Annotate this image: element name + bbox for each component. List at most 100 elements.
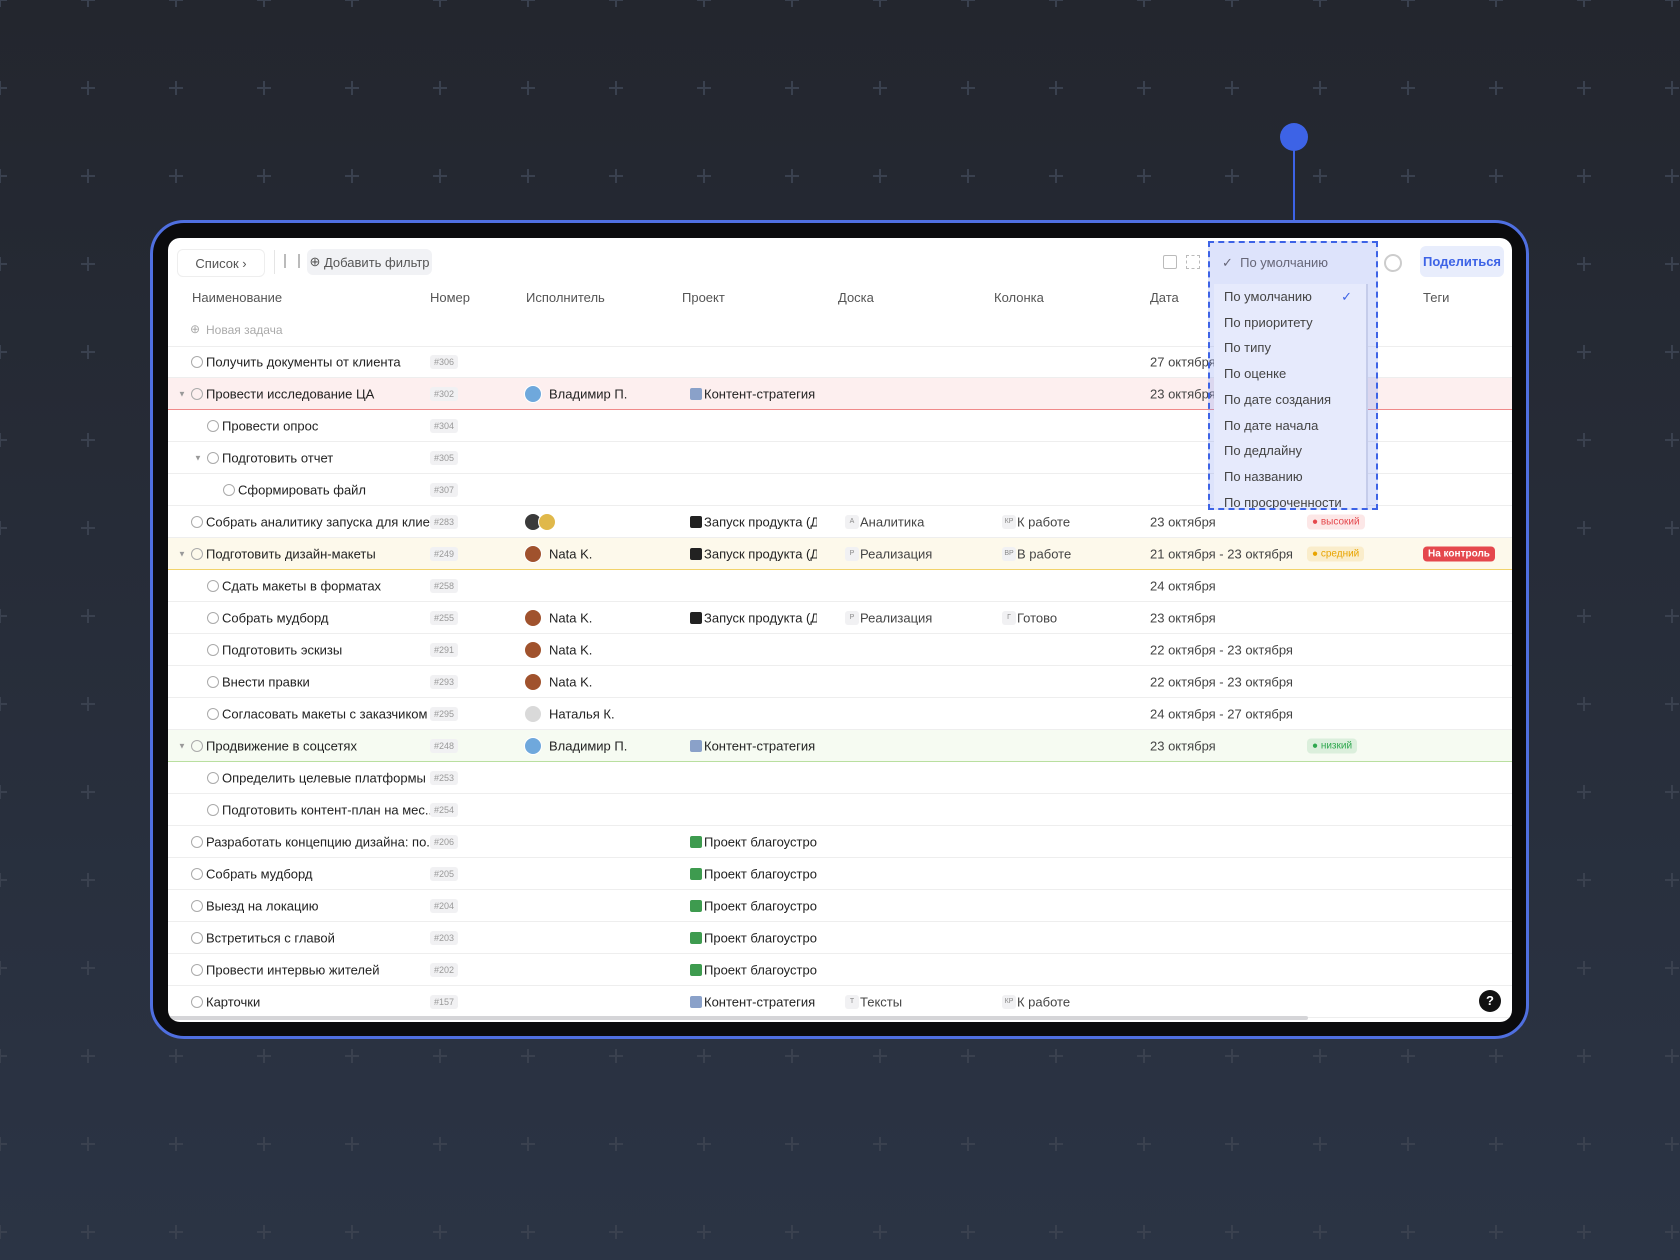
sort-option-label: По типу bbox=[1224, 340, 1271, 356]
project: Запуск продукта (Док bbox=[704, 514, 817, 529]
date: 22 октября - 23 октября bbox=[1150, 674, 1293, 689]
column-badge: ВР bbox=[1002, 546, 1016, 561]
task-row[interactable]: Провести опрос #304 bbox=[168, 410, 1512, 442]
task-row[interactable]: Выезд на локацию #204 Проект благоустройс bbox=[168, 890, 1512, 922]
save-icon[interactable] bbox=[1163, 255, 1177, 269]
sort-option[interactable]: По просроченности bbox=[1224, 495, 1360, 508]
status-circle[interactable] bbox=[191, 867, 203, 880]
task-name: Определить целевые платформы bbox=[222, 770, 426, 785]
expand-icon[interactable] bbox=[1186, 255, 1200, 269]
task-name: Собрать мудборд bbox=[206, 866, 313, 881]
status-circle[interactable] bbox=[191, 515, 203, 528]
project: Запуск продукта (Док bbox=[704, 546, 817, 561]
status-circle[interactable] bbox=[191, 899, 203, 912]
avatar bbox=[538, 512, 556, 531]
sort-field[interactable]: ✓ По умолчанию bbox=[1222, 255, 1329, 270]
sort-option[interactable]: По дате начала bbox=[1224, 418, 1360, 433]
status-circle[interactable] bbox=[191, 547, 203, 560]
task-number: #293 bbox=[430, 674, 459, 689]
task-row[interactable]: Собрать аналитику запуска для клие... #28… bbox=[168, 506, 1512, 538]
column-header: Наименование bbox=[192, 290, 283, 305]
sort-option[interactable]: По оценке bbox=[1224, 366, 1360, 381]
status-circle[interactable] bbox=[207, 451, 219, 464]
task-number: #305 bbox=[430, 450, 459, 465]
sort-option-label: По дате создания bbox=[1224, 391, 1332, 407]
status-circle[interactable] bbox=[191, 931, 203, 944]
task-number: #203 bbox=[430, 930, 459, 945]
status-circle[interactable] bbox=[207, 707, 219, 720]
expand-arrow[interactable]: ▼ bbox=[194, 453, 202, 462]
task-row[interactable]: Разработать концепцию дизайна: по... #206… bbox=[168, 826, 1512, 858]
board-badge: Т bbox=[845, 994, 859, 1009]
expand-arrow[interactable]: ▼ bbox=[178, 549, 186, 558]
status-circle[interactable] bbox=[191, 963, 203, 976]
settings-icon[interactable] bbox=[284, 254, 300, 268]
task-number: #283 bbox=[430, 514, 459, 529]
status-circle[interactable] bbox=[191, 995, 203, 1008]
status-circle[interactable] bbox=[207, 643, 219, 656]
task-number: #202 bbox=[430, 962, 459, 977]
avatar bbox=[524, 640, 542, 659]
status-circle[interactable] bbox=[191, 835, 203, 848]
expand-arrow[interactable]: ▼ bbox=[178, 389, 186, 398]
task-row[interactable]: Провести интервью жителей #202 Проект благ… bbox=[168, 954, 1512, 986]
task-row[interactable]: ▼ Продвижение в соцсетях #248 Владимир П. Ко… bbox=[168, 730, 1512, 762]
task-row[interactable]: Определить целевые платформы #253 bbox=[168, 762, 1512, 794]
task-row[interactable]: Сдать макеты в форматах #258 24 октября bbox=[168, 570, 1512, 602]
status-circle[interactable] bbox=[207, 579, 219, 592]
task-number: #306 bbox=[430, 354, 459, 369]
task-row[interactable]: Встретиться с главой #203 Проект благоустр… bbox=[168, 922, 1512, 954]
project: Проект благоустройс bbox=[704, 962, 817, 977]
scrollbar bbox=[168, 1016, 1308, 1020]
status-circle[interactable] bbox=[191, 387, 203, 400]
status-circle[interactable] bbox=[207, 675, 219, 688]
status-circle[interactable] bbox=[207, 803, 219, 816]
status-circle[interactable] bbox=[207, 771, 219, 784]
status-circle[interactable] bbox=[223, 483, 235, 496]
new-task-row[interactable]: ⊕ Новая задача bbox=[168, 314, 1512, 347]
status-circle[interactable] bbox=[207, 611, 219, 624]
column-badge: КР bbox=[1002, 514, 1016, 529]
sort-option[interactable]: По названию bbox=[1224, 469, 1360, 484]
task-row[interactable]: Сформировать файл #307 bbox=[168, 474, 1512, 506]
project: Проект благоустройс bbox=[704, 898, 817, 913]
column-header: Доска bbox=[838, 290, 874, 305]
sort-option[interactable]: По дедлайну bbox=[1224, 443, 1360, 458]
task-row[interactable]: Получить документы от клиента #306 27 октя… bbox=[168, 346, 1512, 378]
expand-arrow[interactable]: ▼ bbox=[178, 741, 186, 750]
date: 23 октября bbox=[1150, 610, 1216, 625]
sort-option[interactable]: По дате создания bbox=[1224, 392, 1360, 407]
add-filter-button[interactable]: ⊕ Добавить фильтр bbox=[307, 249, 432, 275]
task-row[interactable]: Подготовить эскизы #291 Nata K. 22 октября … bbox=[168, 634, 1512, 666]
sort-option[interactable]: По приоритету bbox=[1224, 315, 1360, 330]
avatar bbox=[524, 736, 542, 755]
status-circle[interactable] bbox=[191, 355, 203, 368]
task-row[interactable]: ▼ Подготовить дизайн-макеты #249 Nata K. Зап… bbox=[168, 538, 1512, 570]
task-name: Сдать макеты в форматах bbox=[222, 578, 382, 593]
task-name: Собрать мудборд bbox=[222, 610, 329, 625]
task-row[interactable]: Внести правки #293 Nata K. 22 октября - 23 … bbox=[168, 666, 1512, 698]
task-row[interactable]: ▼ Подготовить отчет #305 bbox=[168, 442, 1512, 474]
project-icon bbox=[690, 515, 702, 528]
task-row[interactable]: Согласовать макеты с заказчиком #295 Натал… bbox=[168, 698, 1512, 730]
gear-icon[interactable] bbox=[1384, 254, 1402, 272]
status-circle[interactable] bbox=[207, 419, 219, 432]
share-button[interactable]: Поделиться bbox=[1420, 246, 1504, 277]
board: Реализация bbox=[860, 546, 933, 561]
date: 23 октября bbox=[1150, 738, 1216, 753]
task-row[interactable]: Подготовить контент-план на мес... #254 bbox=[168, 794, 1512, 826]
task-name: Провести интервью жителей bbox=[206, 962, 380, 977]
status-circle[interactable] bbox=[191, 739, 203, 752]
task-name: Карточки bbox=[206, 994, 261, 1009]
sort-option-label: По умолчанию bbox=[1224, 289, 1312, 304]
avatar bbox=[524, 672, 542, 691]
task-number: #204 bbox=[430, 898, 459, 913]
sort-option[interactable]: По типу bbox=[1224, 340, 1360, 355]
help-button[interactable]: ? bbox=[1479, 990, 1501, 1012]
task-row[interactable]: Собрать мудборд #255 Nata K. Запуск продукт… bbox=[168, 602, 1512, 634]
sort-option[interactable]: По умолчанию ✓ bbox=[1224, 289, 1360, 304]
view-button[interactable]: Список › bbox=[177, 249, 265, 277]
task-name: Провести исследование ЦА bbox=[206, 386, 375, 401]
task-row[interactable]: Собрать мудборд #205 Проект благоустройс bbox=[168, 858, 1512, 890]
